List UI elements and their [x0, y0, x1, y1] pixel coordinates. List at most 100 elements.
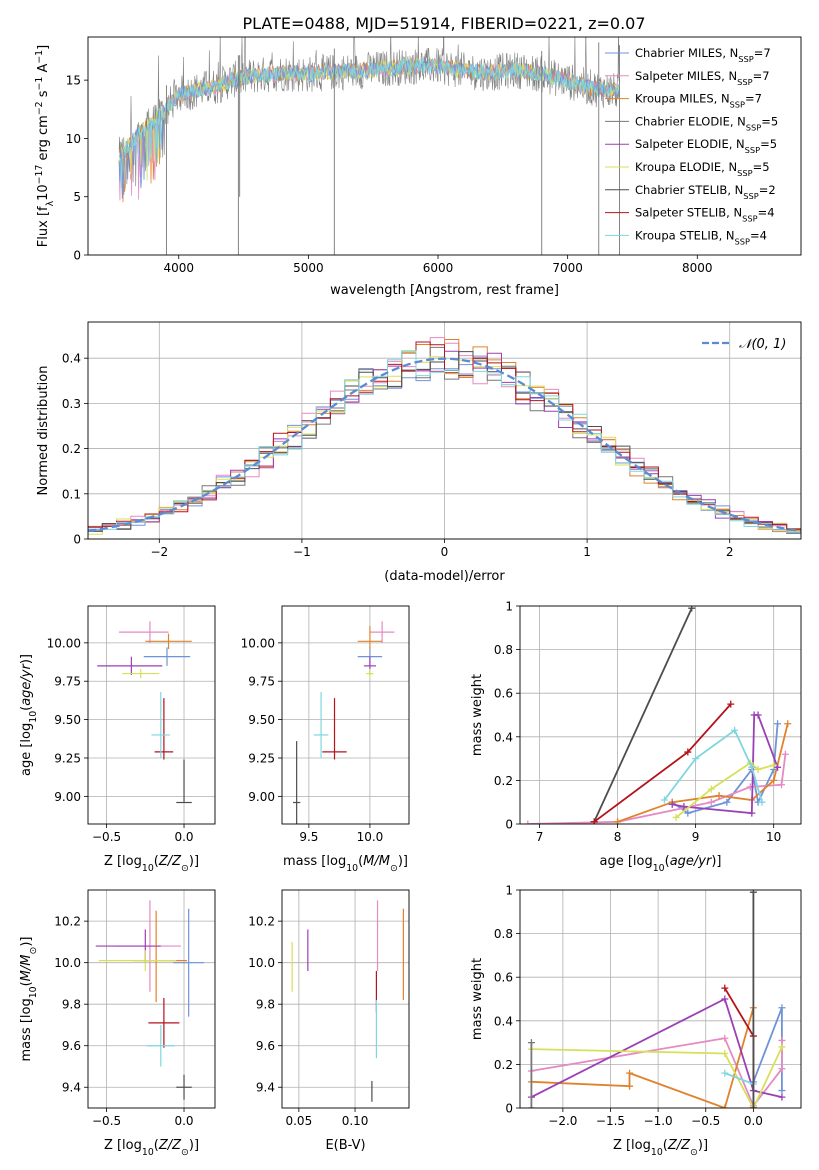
y-tick-label: 0.6: [494, 971, 513, 985]
x-tick-label: 0.0: [174, 1114, 193, 1128]
weight_vs_age-panel: 7 8 9 10 0 0.2 0.4 0.6 0.8 1 age [log10(age/yr)] ma…: [470, 600, 802, 874]
x-axis-label: Z [log10(Z/Z⊙)]: [104, 854, 199, 874]
y-tick-label: 0.1: [62, 487, 81, 501]
y-tick-label: 9.00: [248, 790, 275, 804]
weight-point-marker: [680, 803, 688, 811]
y-axis-label: mass weight: [470, 674, 485, 756]
y-tick-label: 10: [66, 132, 81, 146]
legend-label: Chabrier STELIB, NSSP=2: [635, 183, 776, 201]
age_vs_Z-panel: −0.5 0.0 9.00 9.25 9.50 9.75 10.00 Z [log10(Z/Z…: [19, 605, 216, 874]
weight-point-marker: [723, 798, 731, 806]
residuals-panel: −2 −1 0 1 2 0 0.1 0.2 0.3 0.4 𝒩(0, 1) (data-model)/…: [36, 321, 802, 584]
weight-point-marker: [778, 1043, 786, 1051]
spectrum-line-chabrier_miles: [118, 57, 620, 199]
x-tick-label: 8000: [682, 261, 713, 275]
legend-label: Salpeter MILES, NSSP=7: [635, 69, 770, 87]
spectrum-legend: Chabrier MILES, NSSP=7 Salpeter MILES, NS…: [605, 46, 778, 246]
y-tick-label: 0.2: [494, 1058, 513, 1072]
age_vs_mass-panel: 9.5 10.0 9.00 9.25 9.50 9.75 10.00 mass [log10(…: [241, 605, 410, 874]
x-tick-label: 4000: [163, 261, 194, 275]
axes-frame: [519, 889, 802, 1109]
figure-title: PLATE=0488, MJD=51914, FIBERID=0221, z=0…: [242, 14, 645, 33]
weight-point-marker: [684, 809, 692, 817]
weight-point-marker: [748, 763, 756, 771]
histogram-chabrier_elodie: [88, 346, 801, 535]
weight-point-marker: [527, 1039, 535, 1047]
residuals-plot-area: [88, 337, 801, 537]
weight-series-line: [593, 607, 693, 823]
weight-point-marker: [777, 781, 785, 789]
y-tick-label: 0.4: [494, 730, 513, 744]
y-tick-label: 9.4: [256, 1081, 275, 1095]
age_vs_Z-plot-area: [97, 621, 192, 804]
y-tick-label: 0.8: [494, 643, 513, 657]
weight-point-marker: [672, 813, 680, 821]
weight-point-marker: [721, 1050, 729, 1057]
weight-point-marker: [684, 748, 692, 756]
weight-point-marker: [754, 711, 762, 719]
weight-series-line: [531, 1037, 783, 1108]
y-tick-label: 10.00: [241, 636, 275, 650]
weight-series-line: [663, 728, 763, 803]
spectrum-plot-area: [118, 37, 620, 255]
weight-point-marker: [527, 1104, 535, 1108]
axes-frame: [281, 605, 410, 825]
weight-point-marker: [590, 818, 598, 824]
x-axis-label: Z [log10(Z/Z⊙)]: [613, 1138, 708, 1158]
x-tick-label: 0.05: [285, 1114, 312, 1128]
weight-point-marker: [626, 1069, 634, 1077]
x-tick-label: −0.5: [92, 1114, 121, 1128]
x-tick-label: −1.0: [644, 1114, 673, 1128]
x-tick-label: 0.0: [744, 1114, 763, 1128]
weight_vs_Z-panel: −2.0 −1.5 −1.0 −0.5 0.0 0 0.2 0.4 0.6 0.8 1 Z [log1…: [470, 884, 802, 1158]
mass_vs_ebv-plot-area: [291, 900, 404, 1102]
weight-point-marker: [626, 1082, 634, 1090]
axes-frame: [87, 36, 802, 256]
y-tick-label: 9.25: [54, 751, 81, 765]
weight-point-marker: [749, 890, 757, 896]
weight-point-marker: [715, 792, 723, 800]
x-tick-label: −0.5: [691, 1114, 720, 1128]
y-tick-label: 9.50: [54, 713, 81, 727]
mass_vs_Z-plot-area: [95, 900, 205, 1100]
weight-series-line: [593, 703, 732, 823]
x-tick-label: −0.5: [92, 830, 121, 844]
y-tick-label: 0.2: [62, 442, 81, 456]
y-tick-label: 0.3: [62, 397, 81, 411]
weight-point-marker: [778, 1093, 786, 1101]
weight-point-marker: [721, 1034, 729, 1042]
weight-point-marker: [778, 1036, 786, 1044]
y-tick-label: 9.6: [256, 1039, 275, 1053]
x-tick-label: 9: [692, 830, 700, 844]
weight-series-line: [530, 997, 783, 1098]
axes-frame: [281, 889, 410, 1109]
y-tick-label: 0: [73, 249, 81, 263]
x-axis-label: age [log10(age/yr)]: [599, 854, 721, 874]
x-tick-label: 10: [766, 830, 781, 844]
axes-frame: [519, 605, 802, 825]
y-axis-label: age [log10(age/yr)]: [19, 654, 39, 776]
x-tick-label: −1.5: [596, 1114, 625, 1128]
y-tick-label: 10.0: [54, 956, 81, 970]
spectrum-line-kroupa_stelib: [118, 56, 620, 189]
y-tick-label: 9.00: [54, 790, 81, 804]
x-tick-label: 7000: [552, 261, 583, 275]
x-tick-label: −2: [150, 545, 168, 559]
legend-label: Kroupa ELODIE, NSSP=5: [635, 160, 770, 178]
y-tick-label: 9.6: [62, 1039, 81, 1053]
y-tick-label: 9.50: [248, 713, 275, 727]
y-tick-label: 0.2: [494, 774, 513, 788]
x-tick-label: 8: [614, 830, 622, 844]
x-axis-label: (data-model)/error: [384, 569, 505, 584]
y-tick-label: 9.8: [62, 998, 81, 1012]
x-tick-label: −1: [293, 545, 311, 559]
weight-point-marker: [727, 700, 735, 708]
histogram-kroupa_stelib: [88, 350, 801, 535]
y-axis-label: Flux [fλ10−17 erg cm−2 s−1 A−1]: [34, 45, 56, 247]
weight-point-marker: [668, 800, 676, 808]
weight-series-line: [531, 1007, 755, 1108]
y-tick-label: 5: [73, 190, 81, 204]
y-tick-label: 0: [505, 1102, 513, 1116]
legend-label: Salpeter ELODIE, NSSP=5: [635, 137, 777, 155]
weight-series-line: [527, 754, 787, 824]
